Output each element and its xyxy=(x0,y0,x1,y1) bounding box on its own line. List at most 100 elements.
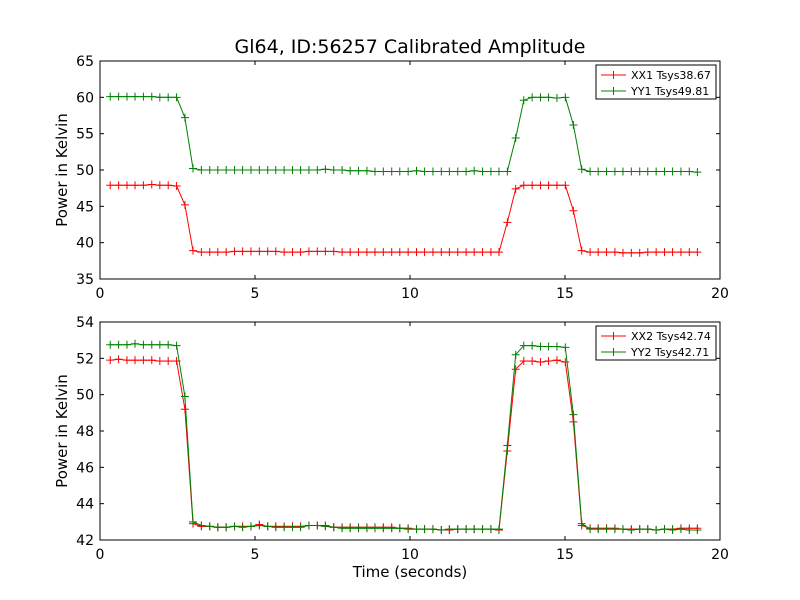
data-point xyxy=(660,167,669,176)
data-point xyxy=(155,340,164,349)
data-point xyxy=(164,340,173,349)
data-point xyxy=(437,248,446,257)
data-point xyxy=(304,521,313,530)
data-point xyxy=(412,248,421,257)
data-point xyxy=(213,523,222,532)
data-point xyxy=(503,167,512,176)
series-2 xyxy=(106,339,702,535)
data-point xyxy=(511,134,520,143)
data-point xyxy=(338,166,347,174)
data-point xyxy=(503,441,512,450)
data-point xyxy=(370,167,379,176)
data-point xyxy=(313,247,322,256)
data-point xyxy=(147,356,156,365)
legend: XX2 Tsys42.74 YY2 Tsys42.71 xyxy=(595,325,717,361)
data-point xyxy=(131,181,140,190)
data-point xyxy=(618,525,627,534)
data-point xyxy=(321,165,330,174)
data-point xyxy=(230,247,239,256)
data-point xyxy=(478,248,487,257)
data-point xyxy=(362,166,371,175)
data-point xyxy=(536,357,545,366)
data-point xyxy=(569,410,578,419)
data-point xyxy=(478,167,487,176)
y-tick-label: 54 xyxy=(76,315,94,331)
data-point xyxy=(106,340,115,349)
data-point xyxy=(205,248,214,257)
data-point xyxy=(635,167,644,176)
data-point xyxy=(304,166,313,174)
data-point xyxy=(428,248,437,257)
data-point xyxy=(271,247,280,256)
data-point xyxy=(164,357,173,366)
data-point xyxy=(594,167,603,176)
data-point xyxy=(494,248,503,257)
data-point xyxy=(437,526,446,535)
y-tick-label: 42 xyxy=(76,533,94,549)
data-point xyxy=(478,525,487,534)
data-point xyxy=(610,167,619,176)
data-point xyxy=(552,356,561,365)
data-point xyxy=(412,166,421,175)
data-point xyxy=(106,92,115,101)
data-point xyxy=(586,248,595,257)
legend-marker xyxy=(609,87,618,95)
data-point xyxy=(552,342,561,351)
data-point xyxy=(602,167,611,176)
data-point xyxy=(420,525,429,534)
data-point xyxy=(354,524,363,533)
data-point xyxy=(131,356,140,365)
data-point xyxy=(561,181,570,190)
data-point xyxy=(602,525,611,534)
data-point xyxy=(114,355,123,364)
data-point xyxy=(354,248,363,257)
data-point xyxy=(296,166,305,174)
data-point xyxy=(379,167,388,176)
legend-label: XX2 Tsys42.74 xyxy=(631,330,711,343)
data-point xyxy=(561,343,570,352)
data-point xyxy=(313,521,322,530)
data-point xyxy=(395,248,404,257)
data-point xyxy=(437,167,446,176)
data-point xyxy=(453,248,462,257)
data-point xyxy=(528,181,537,190)
y-tick-label: 35 xyxy=(76,272,94,288)
data-point xyxy=(453,525,462,534)
data-point xyxy=(643,248,652,257)
data-point xyxy=(635,248,644,257)
data-point xyxy=(536,93,545,102)
legend-label: YY1 Tsys49.81 xyxy=(630,85,709,98)
data-point xyxy=(445,167,454,176)
data-point xyxy=(652,248,661,257)
data-point xyxy=(693,168,702,177)
data-point xyxy=(668,248,677,257)
data-point xyxy=(652,526,661,535)
data-point xyxy=(131,92,140,101)
data-point xyxy=(610,525,619,534)
y-tick-label: 55 xyxy=(76,127,94,143)
data-point xyxy=(660,248,669,257)
x-tick-label: 0 xyxy=(96,547,105,563)
data-point xyxy=(172,181,181,190)
data-point xyxy=(428,525,437,534)
data-point xyxy=(180,200,189,209)
data-point xyxy=(172,93,181,102)
data-point xyxy=(122,356,131,365)
data-point xyxy=(470,525,479,534)
legend-label: XX1 Tsys38.67 xyxy=(631,69,711,82)
data-point xyxy=(164,93,173,102)
data-point xyxy=(387,167,396,176)
data-point xyxy=(238,523,247,532)
data-point xyxy=(412,525,421,534)
data-point xyxy=(288,248,297,257)
x-tick-label: 15 xyxy=(556,286,574,302)
data-point xyxy=(288,166,297,174)
data-point xyxy=(586,525,595,534)
x-tick-label: 0 xyxy=(96,286,105,302)
data-point xyxy=(180,113,189,122)
data-point xyxy=(519,357,528,366)
data-point xyxy=(685,248,694,257)
data-point xyxy=(147,180,156,189)
data-point xyxy=(280,248,289,257)
data-point xyxy=(205,166,214,174)
